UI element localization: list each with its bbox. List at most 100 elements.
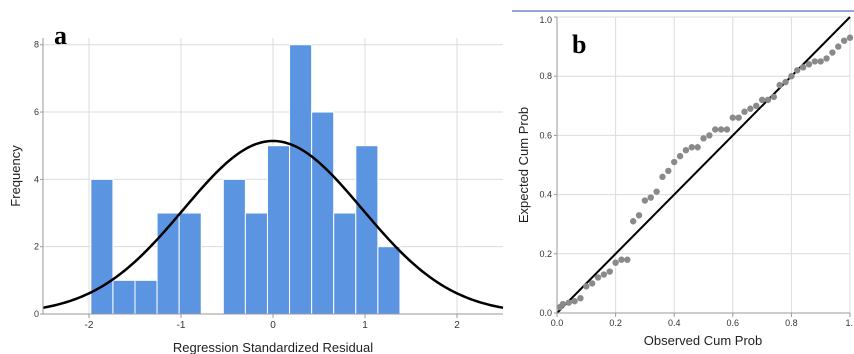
histogram-bar xyxy=(178,212,202,315)
scatter-point xyxy=(588,280,596,287)
scatter-point xyxy=(764,96,772,104)
histogram-bar xyxy=(90,178,114,315)
scatter-point xyxy=(758,96,766,104)
scatter-point xyxy=(571,297,578,305)
scatter-point xyxy=(799,64,807,71)
scatter-point xyxy=(741,108,748,115)
scatter-point xyxy=(665,167,672,175)
scatter-point xyxy=(776,81,783,89)
scatter-point xyxy=(811,58,819,65)
pp-plot-x-axis-label: Observed Cum Prob xyxy=(644,333,763,348)
histogram-bar xyxy=(311,111,335,315)
histogram-x-axis-label: Regression Standardized Residual xyxy=(173,340,373,354)
scatter-point xyxy=(817,58,824,65)
histogram-bar xyxy=(355,145,379,315)
scatter-point xyxy=(840,37,848,44)
scatter-point xyxy=(747,105,754,112)
scatter-point xyxy=(700,135,707,142)
histogram-y-ticks: 0 2 4 6 8 xyxy=(34,40,43,319)
y-tick-label: 0 xyxy=(34,309,39,319)
x-tick-label: 0.8 xyxy=(785,318,798,328)
scatter-point xyxy=(723,126,731,133)
scatter-point xyxy=(659,173,666,181)
scatter-point xyxy=(823,55,830,62)
panel-label-a: a xyxy=(54,21,67,50)
pp-plot-gridlines xyxy=(557,16,851,313)
y-tick-label: 4 xyxy=(34,174,39,184)
histogram-bar xyxy=(266,145,291,315)
scatter-point xyxy=(676,152,684,160)
x-tick-label: 1 xyxy=(362,320,368,331)
y-tick-label: 0.8 xyxy=(539,71,552,81)
histogram-bar xyxy=(377,246,401,315)
y-tick-label: 0.4 xyxy=(539,190,552,200)
x-tick-label: 0 xyxy=(270,320,276,331)
pp-plot-y-ticks: 0.0 0.2 0.4 0.6 0.8 1.0 xyxy=(539,15,557,318)
pp-plot-panel: 0.0 0.2 0.4 0.6 0.8 1. 0.0 0.2 0.4 0.6 0.8 1.0 Obs… xyxy=(512,10,854,348)
scatter-point xyxy=(794,67,801,74)
x-tick-label: -2 xyxy=(85,320,94,331)
histogram-bar xyxy=(134,279,158,315)
y-tick-label: 2 xyxy=(34,242,39,252)
scatter-point xyxy=(600,271,608,278)
x-tick-label: 1. xyxy=(845,318,853,328)
scatter-point xyxy=(706,132,713,139)
normal-curve xyxy=(42,139,504,309)
scatter-point xyxy=(618,256,625,263)
scatter-point xyxy=(583,283,590,290)
x-tick-label: 0.4 xyxy=(668,318,681,328)
scatter-point xyxy=(846,34,854,41)
scatter-point xyxy=(735,114,742,121)
scatter-point xyxy=(694,144,701,151)
histogram-bar xyxy=(289,44,313,315)
histogram-y-axis-label: Frequency xyxy=(8,145,23,207)
scatter-point xyxy=(770,93,778,101)
histogram-panel: -2 -1 0 1 2 0 2 4 6 8 Regression Standardized Re… xyxy=(8,21,504,354)
scatter-point xyxy=(782,78,789,86)
scatter-point xyxy=(805,61,813,68)
scatter-point xyxy=(594,274,602,281)
histogram-bar xyxy=(244,212,268,315)
histogram-x-ticks: -2 -1 0 1 2 xyxy=(85,314,460,331)
scatter-point xyxy=(682,147,690,154)
panel-label-b: b xyxy=(572,30,586,59)
scatter-point xyxy=(565,299,572,306)
scatter-point xyxy=(612,259,619,266)
scatter-point xyxy=(712,126,719,133)
pp-plot-y-axis-label: Expected Cum Prob xyxy=(516,107,531,223)
scatter-point xyxy=(629,218,637,225)
y-tick-label: 6 xyxy=(34,107,39,117)
scatter-point xyxy=(829,49,836,56)
histogram-bar xyxy=(112,279,136,315)
y-tick-label: 0.0 xyxy=(539,308,552,318)
scatter-point xyxy=(671,158,678,166)
histogram-bar xyxy=(222,178,246,315)
scatter-point xyxy=(559,300,567,308)
scatter-point xyxy=(835,43,842,50)
scatter-point xyxy=(688,144,695,151)
x-tick-label: 2 xyxy=(454,320,460,331)
y-tick-label: 0.2 xyxy=(539,249,552,259)
x-tick-label: -1 xyxy=(177,320,186,331)
scatter-point xyxy=(729,114,736,121)
scatter-point xyxy=(635,212,643,219)
y-tick-label: 8 xyxy=(34,40,39,50)
y-tick-label: 1.0 xyxy=(539,15,552,25)
scatter-point xyxy=(606,268,613,275)
scatter-point xyxy=(624,256,631,263)
histogram-bar xyxy=(333,212,357,315)
pp-plot-x-ticks: 0.0 0.2 0.4 0.6 0.8 1. xyxy=(551,313,853,328)
y-tick-label: 0.6 xyxy=(539,130,552,140)
scatter-point xyxy=(641,197,649,204)
scatter-point xyxy=(717,126,725,133)
x-tick-label: 0.6 xyxy=(727,318,740,328)
pp-plot-points xyxy=(556,34,854,311)
scatter-point xyxy=(753,102,760,110)
x-tick-label: 0.2 xyxy=(609,318,622,328)
scatter-point xyxy=(577,295,584,302)
scatter-point xyxy=(653,188,660,195)
scatter-point xyxy=(647,194,654,201)
scatter-point xyxy=(788,73,795,80)
x-tick-label: 0.0 xyxy=(551,318,564,328)
